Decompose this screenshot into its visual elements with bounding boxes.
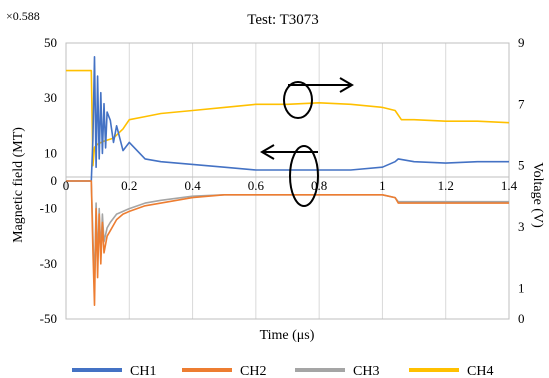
- y-tick-label-right: 3: [518, 219, 525, 234]
- y-ticks-left: 50 30 10 0 -10 -30 -50: [40, 35, 57, 326]
- legend-item-ch1: CH1: [72, 364, 156, 378]
- x-tick-label: 0: [63, 178, 70, 193]
- legend-label: CH1: [130, 364, 156, 378]
- y-tick-label-right: 7: [518, 96, 525, 111]
- x-tick-label: 0.6: [248, 178, 265, 193]
- corner-note: ×0.588: [6, 9, 40, 23]
- y-tick-label-left: -50: [40, 311, 57, 326]
- annotation-arrow-right: [283, 77, 354, 119]
- y-axis-label-left: Magnetic field (MT): [11, 127, 26, 243]
- grid: [128, 43, 447, 319]
- series-line-ch3: [66, 180, 509, 287]
- y-tick-label-right: 5: [518, 158, 525, 173]
- x-ticks: 0 0.2 0.4 0.6 0.8 1 1.2 1.4: [63, 178, 518, 193]
- y-axis-label-right: Voltage (V): [530, 162, 545, 228]
- x-tick-label: 0.8: [311, 178, 327, 193]
- legend-item-ch4: CH4: [409, 364, 493, 378]
- legend: CH1 CH2 CH3 CH4: [72, 364, 493, 378]
- legend-label: CH3: [353, 364, 379, 378]
- x-tick-label: 1.4: [501, 178, 518, 193]
- legend-item-ch2: CH2: [182, 364, 266, 378]
- y-tick-label-right: 0: [518, 311, 525, 326]
- x-tick-label: 1: [379, 178, 386, 193]
- legend-label: CH4: [467, 364, 493, 378]
- x-tick-label: 1.2: [438, 178, 454, 193]
- x-axis-label: Time (μs): [260, 328, 315, 343]
- y-tick-label-left: 0: [51, 173, 58, 188]
- y-tick-label-right: 9: [518, 35, 525, 50]
- chart-title: Test: T3073: [247, 12, 319, 28]
- y-tick-label-left: 30: [44, 90, 57, 105]
- series-line-ch1: [66, 55, 509, 182]
- y-tick-label-left: 50: [44, 35, 57, 50]
- series-line-ch2: [66, 180, 509, 307]
- y-ticks-right: 9 7 5 3 1 0: [518, 35, 525, 326]
- x-tick-label: 0.4: [184, 178, 201, 193]
- annotation-arrow-left: [260, 144, 319, 207]
- legend-label: CH2: [240, 364, 266, 378]
- y-tick-label-left: 10: [44, 145, 57, 160]
- y-tick-label-left: -30: [40, 256, 57, 271]
- legend-item-ch3: CH3: [295, 364, 379, 378]
- y-tick-label-left: -10: [40, 201, 57, 216]
- x-tick-label: 0.2: [121, 178, 137, 193]
- series-layer: [66, 55, 510, 307]
- y-tick-label-right: 1: [518, 280, 525, 295]
